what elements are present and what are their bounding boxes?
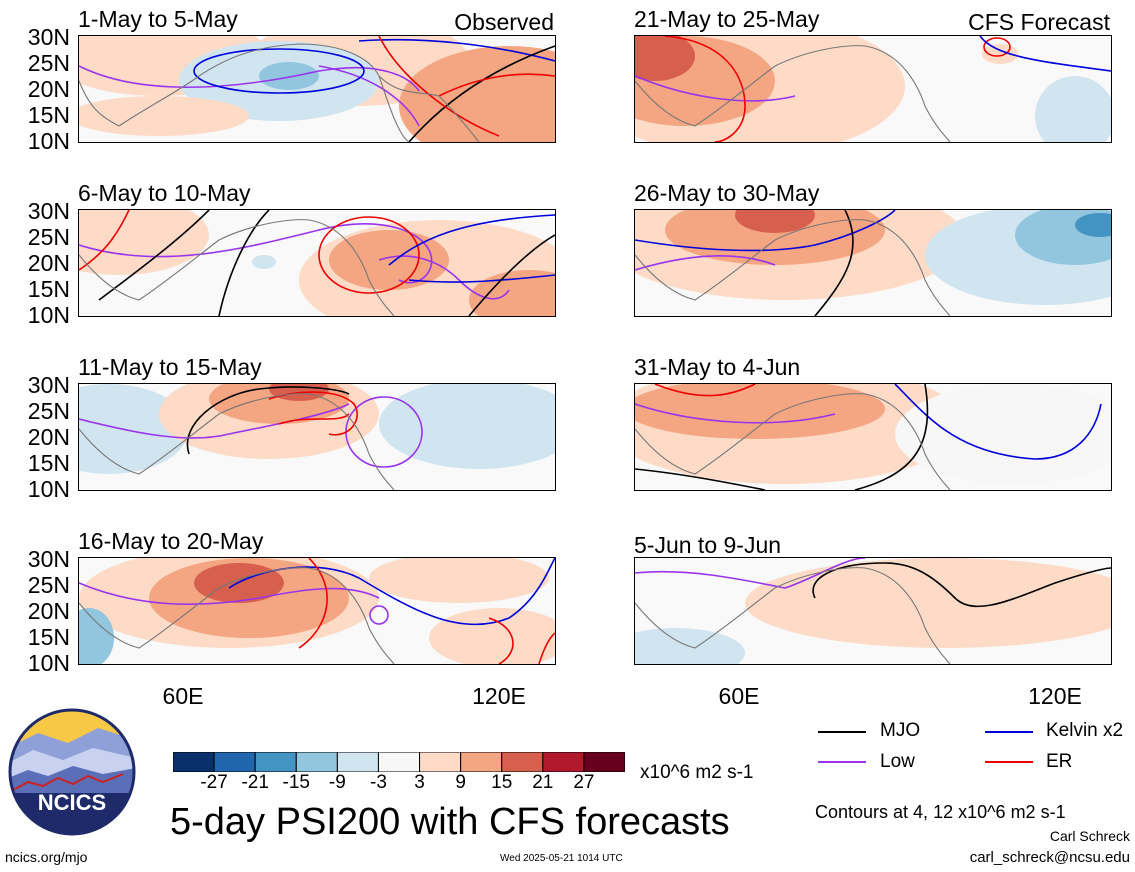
colorbar-box bbox=[377, 751, 421, 773]
map-panel-jun5-9 bbox=[634, 557, 1112, 665]
colorbar-box bbox=[419, 751, 462, 773]
colorbar-tick-label: 15 bbox=[491, 772, 513, 793]
colorbar-box bbox=[254, 751, 297, 773]
legend-label-kelvin: Kelvin x2 bbox=[1046, 720, 1124, 741]
colorbar-tick-label: -9 bbox=[328, 772, 346, 793]
main-title: 5-day PSI200 with CFS forecasts bbox=[170, 801, 730, 843]
lon-tick-label: 120E bbox=[1028, 683, 1082, 709]
panel-title: 21-May to 25-May bbox=[634, 6, 820, 32]
colorbar-tick-label: -27 bbox=[200, 772, 228, 793]
legend-label-mjo: MJO bbox=[880, 720, 921, 741]
lat-tick-label: 25N bbox=[27, 398, 70, 424]
colorbar-box bbox=[336, 751, 379, 773]
lat-tick-label: 30N bbox=[27, 198, 70, 224]
lat-tick-label: 30N bbox=[27, 546, 70, 572]
colorbar bbox=[172, 751, 626, 773]
map-panel-may31-jun4 bbox=[634, 383, 1112, 491]
colorbar-units: x10^6 m2 s-1 bbox=[640, 762, 754, 783]
legend-line-er bbox=[985, 761, 1033, 763]
logo-text: NCICS bbox=[38, 790, 106, 815]
lat-tick-label: 15N bbox=[27, 102, 70, 128]
lat-tick-label: 30N bbox=[27, 24, 70, 50]
author-name: Carl Schreck bbox=[1049, 828, 1130, 844]
lat-tick-label: 20N bbox=[27, 76, 70, 102]
map-panel-may21-25 bbox=[634, 35, 1112, 143]
colorbar-box bbox=[295, 751, 338, 773]
colorbar-box bbox=[501, 751, 544, 773]
lat-tick-label: 20N bbox=[27, 424, 70, 450]
panel-title: 6-May to 10-May bbox=[78, 180, 251, 206]
legend-line-mjo bbox=[818, 731, 866, 733]
map-panel-may11-15 bbox=[78, 383, 556, 491]
lat-tick-label: 30N bbox=[27, 372, 70, 398]
legend-label-low: Low bbox=[880, 751, 915, 772]
panel-title: 1-May to 5-May bbox=[78, 6, 238, 32]
timestamp: Wed 2025-05-21 1014 UTC bbox=[500, 853, 623, 864]
map-panel-may1-5 bbox=[78, 35, 556, 143]
colorbar-tick-label: -15 bbox=[282, 772, 310, 793]
lat-tick-label: 20N bbox=[27, 250, 70, 276]
legend-label-er: ER bbox=[1046, 751, 1073, 772]
colorbar-tick-label: 9 bbox=[455, 772, 466, 793]
map-panel-may26-30 bbox=[634, 209, 1112, 317]
lat-tick-label: 15N bbox=[27, 276, 70, 302]
map-panel-may6-10 bbox=[78, 209, 556, 317]
lat-tick-label: 20N bbox=[27, 598, 70, 624]
colorbar-tick-label: 21 bbox=[532, 772, 554, 793]
panel-title: 16-May to 20-May bbox=[78, 528, 264, 554]
panel-title: 11-May to 15-May bbox=[78, 354, 262, 380]
lat-tick-label: 10N bbox=[27, 302, 70, 328]
lat-tick-label: 10N bbox=[27, 650, 70, 676]
colorbar-box bbox=[213, 751, 256, 773]
colorbar-box bbox=[172, 751, 215, 773]
panel-tag-observed: Observed bbox=[454, 9, 554, 35]
legend-line-kelvin bbox=[985, 731, 1033, 733]
colorbar-tick-label: 27 bbox=[573, 772, 595, 793]
colorbar-tick-label: -3 bbox=[370, 772, 387, 793]
colorbar-box bbox=[542, 751, 585, 773]
lat-tick-label: 15N bbox=[27, 450, 70, 476]
lat-tick-label: 25N bbox=[27, 224, 70, 250]
lat-tick-label: 10N bbox=[27, 128, 70, 154]
lat-tick-label: 15N bbox=[27, 624, 70, 650]
colorbar-tick-label: 3 bbox=[414, 772, 425, 793]
panel-title: 31-May to 4-Jun bbox=[634, 354, 801, 380]
legend-line-low bbox=[818, 761, 866, 763]
colorbar-tick-label: -21 bbox=[241, 772, 269, 793]
lon-tick-label: 60E bbox=[718, 683, 760, 709]
panel-title: 5-Jun to 9-Jun bbox=[634, 532, 782, 558]
site-link[interactable]: ncics.org/mjo bbox=[5, 849, 88, 865]
panel-title: 26-May to 30-May bbox=[634, 180, 820, 206]
lat-tick-label: 10N bbox=[27, 476, 70, 502]
lon-tick-label: 120E bbox=[472, 683, 526, 709]
map-panel-may16-20 bbox=[78, 557, 556, 665]
colorbar-box bbox=[460, 751, 503, 773]
author-email: carl_schreck@ncsu.edu bbox=[969, 849, 1130, 866]
contours-note: Contours at 4, 12 x10^6 m2 s-1 bbox=[815, 802, 1066, 822]
panel-tag-forecast: CFS Forecast bbox=[968, 9, 1110, 35]
colorbar-box bbox=[583, 751, 626, 773]
ncics-logo: NCICS bbox=[8, 708, 136, 836]
lon-tick-label: 60E bbox=[162, 683, 204, 709]
lat-tick-label: 25N bbox=[27, 50, 70, 76]
lat-tick-label: 25N bbox=[27, 572, 70, 598]
